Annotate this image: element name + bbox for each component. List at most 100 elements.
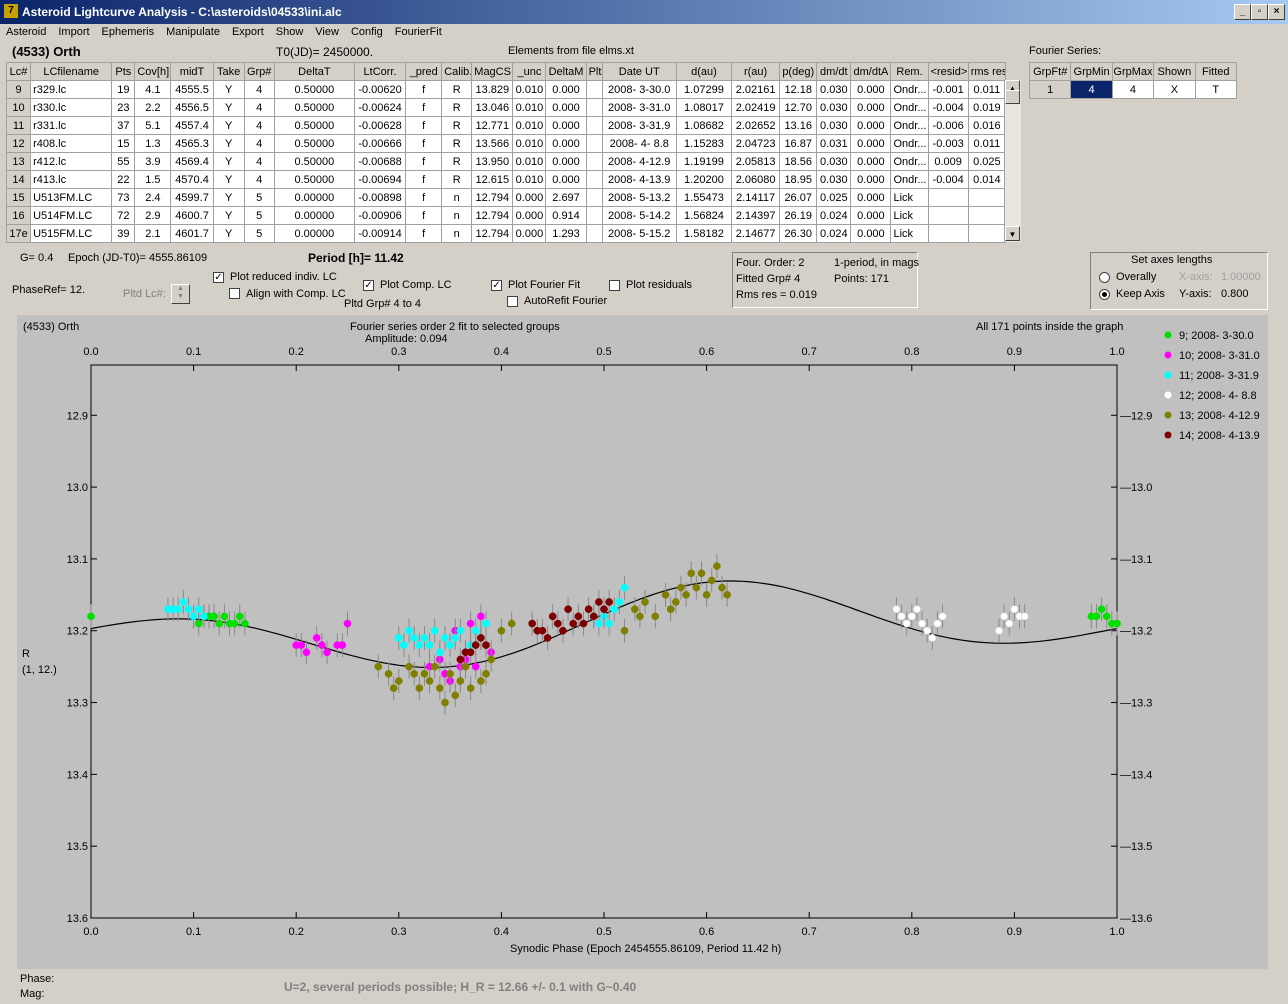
table-cell[interactable]: 5 (243, 206, 275, 225)
table-cell[interactable]: -0.00898 (353, 188, 407, 207)
table-row[interactable]: 14 r413.lc 22 1.5 4570.4 Y 4 0.50000 -0.00694 f R 1… (5, 170, 1007, 189)
table-cell[interactable]: R (441, 116, 473, 135)
table-cell[interactable]: 0.000 (545, 134, 587, 153)
table-cell[interactable] (585, 170, 603, 189)
table-cell[interactable]: Ondr... (890, 80, 929, 99)
table-cell[interactable]: -0.00906 (353, 206, 407, 225)
table-cell[interactable]: -0.004 (927, 98, 969, 117)
table-cell[interactable]: -0.003 (927, 134, 969, 153)
table-cell[interactable]: 1.5 (134, 170, 172, 189)
autorefit-checkbox[interactable] (507, 296, 518, 307)
table-cell[interactable]: U515FM.LC (30, 224, 113, 243)
table-cell[interactable]: Ondr... (890, 134, 929, 153)
plot-reduced-checkbox[interactable]: ✓ (213, 272, 224, 283)
table-cell[interactable]: 55 (111, 152, 136, 171)
table-cell[interactable]: 12.794 (471, 224, 514, 243)
table-cell[interactable]: 4 (243, 152, 275, 171)
column-header[interactable]: Lc# (5, 62, 32, 81)
table-cell[interactable]: r329.lc (30, 80, 113, 99)
table-cell[interactable]: 5 (243, 188, 275, 207)
column-header[interactable]: midT (170, 62, 214, 81)
plot-comp-checkbox[interactable]: ✓ (363, 280, 374, 291)
table-cell[interactable]: 0.025 (816, 188, 852, 207)
table-cell[interactable]: 0.000 (545, 98, 587, 117)
table-cell[interactable]: 4 (243, 98, 275, 117)
table-cell[interactable]: 4557.4 (170, 116, 214, 135)
table-cell[interactable]: 0.011 (967, 80, 1007, 99)
table-cell[interactable]: 5 (243, 224, 275, 243)
minimize-button[interactable]: _ (1234, 4, 1251, 20)
table-cell[interactable]: -0.00624 (353, 98, 407, 117)
column-header[interactable]: _unc (512, 62, 547, 81)
menu-fourierfit[interactable]: FourierFit (394, 26, 442, 38)
column-header[interactable]: rms res (967, 62, 1007, 81)
table-cell[interactable]: 0.000 (850, 116, 892, 135)
table-cell[interactable]: 15 (111, 134, 136, 153)
table-cell[interactable]: 13.950 (471, 152, 514, 171)
table-cell[interactable]: 0.50000 (273, 80, 355, 99)
scroll-down-button[interactable]: ▼ (1005, 226, 1020, 241)
table-cell[interactable]: 2.02652 (731, 116, 781, 135)
table-cell[interactable]: 1.07299 (675, 80, 733, 99)
table-cell[interactable]: 13.16 (779, 116, 818, 135)
table-cell[interactable]: 1.08682 (675, 116, 733, 135)
table-cell[interactable]: 0.000 (850, 98, 892, 117)
table-cell[interactable]: r412.lc (30, 152, 113, 171)
table-cell[interactable]: 2.4 (134, 188, 172, 207)
table-cell[interactable]: U513FM.LC (30, 188, 113, 207)
lightcurve-plot[interactable]: 0.0 0.0 0.1 0.1 0.2 0.2 0.3 0.3 0.4 0.4 0.5 0.5 0.6 0… (17, 315, 1268, 969)
table-cell[interactable]: 2008- 3-31.9 (601, 116, 677, 135)
table-cell[interactable]: Lick (890, 224, 929, 243)
table-row[interactable]: 12 r408.lc 15 1.3 4565.3 Y 4 0.50000 -0.00666 f R 1… (5, 134, 1007, 153)
menu-ephemeris[interactable]: Ephemeris (101, 26, 155, 38)
table-cell[interactable]: n (441, 188, 473, 207)
table-cell[interactable]: 4565.3 (170, 134, 214, 153)
column-header[interactable]: r(au) (731, 62, 781, 81)
table-cell[interactable]: 0.000 (850, 80, 892, 99)
table-cell[interactable]: 2.1 (134, 224, 172, 243)
table-cell[interactable]: 12.615 (471, 170, 514, 189)
table-cell[interactable]: 0.010 (512, 116, 547, 135)
column-header[interactable]: <resid> (927, 62, 969, 81)
table-cell[interactable]: 18.95 (779, 170, 818, 189)
table-cell[interactable]: 12.18 (779, 80, 818, 99)
table-cell[interactable]: R (441, 170, 473, 189)
row-header[interactable]: 14 (5, 170, 32, 189)
row-header[interactable]: 13 (5, 152, 32, 171)
table-cell[interactable]: 2008- 5-13.2 (601, 188, 677, 207)
fourier-cell[interactable]: T (1194, 80, 1238, 99)
column-header[interactable]: d(au) (675, 62, 733, 81)
table-cell[interactable]: Ondr... (890, 98, 929, 117)
table-cell[interactable]: Y (212, 188, 245, 207)
table-cell[interactable]: 22 (111, 170, 136, 189)
table-cell[interactable]: 1.20200 (675, 170, 733, 189)
table-cell[interactable]: 0.016 (967, 116, 1007, 135)
row-header[interactable]: 17e (5, 224, 32, 243)
table-cell[interactable]: 1.55473 (675, 188, 733, 207)
table-cell[interactable]: 4570.4 (170, 170, 214, 189)
table-cell[interactable]: 26.07 (779, 188, 818, 207)
table-cell[interactable]: Y (212, 206, 245, 225)
table-cell[interactable]: f (405, 188, 443, 207)
table-cell[interactable]: R (441, 134, 473, 153)
fourier-cell[interactable]: 4 (1070, 80, 1113, 99)
table-cell[interactable]: 0.000 (850, 206, 892, 225)
table-cell[interactable]: -0.00694 (353, 170, 407, 189)
table-cell[interactable]: 1.293 (545, 224, 587, 243)
table-cell[interactable]: 0.000 (512, 188, 547, 207)
column-header[interactable]: dm/dt (816, 62, 852, 81)
table-cell[interactable]: 0.000 (545, 170, 587, 189)
table-cell[interactable]: 12.70 (779, 98, 818, 117)
table-cell[interactable]: 13.829 (471, 80, 514, 99)
table-cell[interactable]: 2008- 4-13.9 (601, 170, 677, 189)
table-cell[interactable]: 0.000 (850, 170, 892, 189)
table-cell[interactable]: n (441, 224, 473, 243)
column-header[interactable]: LCfilename (30, 62, 113, 81)
table-cell[interactable]: 0.010 (512, 152, 547, 171)
column-header[interactable]: Rem. (890, 62, 929, 81)
table-cell[interactable]: 2008- 5-14.2 (601, 206, 677, 225)
table-cell[interactable]: 0.50000 (273, 152, 355, 171)
table-cell[interactable]: f (405, 224, 443, 243)
x-axis-value[interactable]: 1.00000 (1221, 271, 1261, 283)
table-cell[interactable]: 0.50000 (273, 116, 355, 135)
